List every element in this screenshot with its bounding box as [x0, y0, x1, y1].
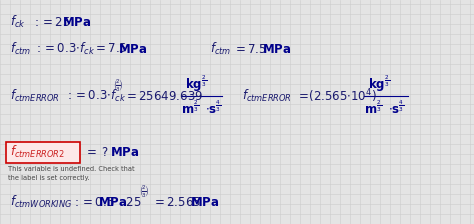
- Text: $=\;?\;{\cdot}$: $=\;?\;{\cdot}$: [84, 146, 116, 159]
- Text: $f_{ctmERROR}$: $f_{ctmERROR}$: [242, 88, 292, 104]
- Text: $\left(\!\frac{2}{3}\!\right)$: $\left(\!\frac{2}{3}\!\right)$: [113, 78, 123, 94]
- Text: $\mathbf{MPa}$: $\mathbf{MPa}$: [190, 196, 219, 209]
- Text: ${\cdot}\mathbf{s}^{\frac{4}{3}}$: ${\cdot}\mathbf{s}^{\frac{4}{3}}$: [205, 99, 221, 116]
- Text: $=2.565\;$: $=2.565\;$: [152, 196, 201, 209]
- Text: $f_{ctmWORKING}$: $f_{ctmWORKING}$: [10, 194, 72, 210]
- Text: $\left(\!\frac{2}{3}\!\right)$: $\left(\!\frac{2}{3}\!\right)$: [139, 184, 149, 200]
- Text: $f_{ctmERROR2}$: $f_{ctmERROR2}$: [10, 144, 65, 160]
- Text: $:=0.3\;$: $:=0.3\;$: [72, 196, 115, 209]
- Text: ${\cdot}25$: ${\cdot}25$: [122, 196, 142, 209]
- Text: This variable is undefined. Check that
the label is set correctly.: This variable is undefined. Check that t…: [8, 166, 135, 181]
- Text: $\mathbf{MPa}$: $\mathbf{MPa}$: [98, 196, 128, 209]
- Text: $\mathbf{kg}^{\frac{2}{3}}$: $\mathbf{kg}^{\frac{2}{3}}$: [185, 74, 207, 94]
- Text: $:=0.3{\cdot}f_{ck}$: $:=0.3{\cdot}f_{ck}$: [65, 88, 126, 104]
- Text: $=25649.639$: $=25649.639$: [124, 90, 203, 103]
- Text: $\mathbf{m}^{\frac{2}{3}}$: $\mathbf{m}^{\frac{2}{3}}$: [364, 99, 382, 116]
- Text: $\mathbf{MPa}$: $\mathbf{MPa}$: [262, 43, 292, 56]
- Text: $\mathbf{MPa}$: $\mathbf{MPa}$: [118, 43, 147, 56]
- Text: $f_{ctm}$: $f_{ctm}$: [210, 41, 231, 57]
- Text: ${\cdot}\mathbf{s}^{\frac{4}{3}}$: ${\cdot}\mathbf{s}^{\frac{4}{3}}$: [388, 99, 404, 116]
- Text: $\mathbf{MPa}$: $\mathbf{MPa}$: [110, 146, 139, 159]
- Text: $=\!\left(2.565{\cdot}10^{4}\right)$: $=\!\left(2.565{\cdot}10^{4}\right)$: [296, 87, 377, 105]
- Text: $\mathbf{MPa}$: $\mathbf{MPa}$: [62, 15, 91, 28]
- Text: $f_{ck}$: $f_{ck}$: [10, 14, 26, 30]
- FancyBboxPatch shape: [6, 142, 80, 163]
- Text: $f_{ctmERROR}$: $f_{ctmERROR}$: [10, 88, 60, 104]
- Text: $:=25\;$: $:=25\;$: [32, 15, 71, 28]
- Text: $\mathbf{m}^{\frac{2}{3}}$: $\mathbf{m}^{\frac{2}{3}}$: [181, 99, 199, 116]
- Text: $f_{ctm}$: $f_{ctm}$: [10, 41, 31, 57]
- Text: $\mathbf{kg}^{\frac{2}{3}}$: $\mathbf{kg}^{\frac{2}{3}}$: [368, 74, 390, 94]
- Text: $:=0.3{\cdot}f_{ck}=7.5\;$: $:=0.3{\cdot}f_{ck}=7.5\;$: [34, 41, 127, 57]
- Text: $=7.5\;$: $=7.5\;$: [233, 43, 267, 56]
